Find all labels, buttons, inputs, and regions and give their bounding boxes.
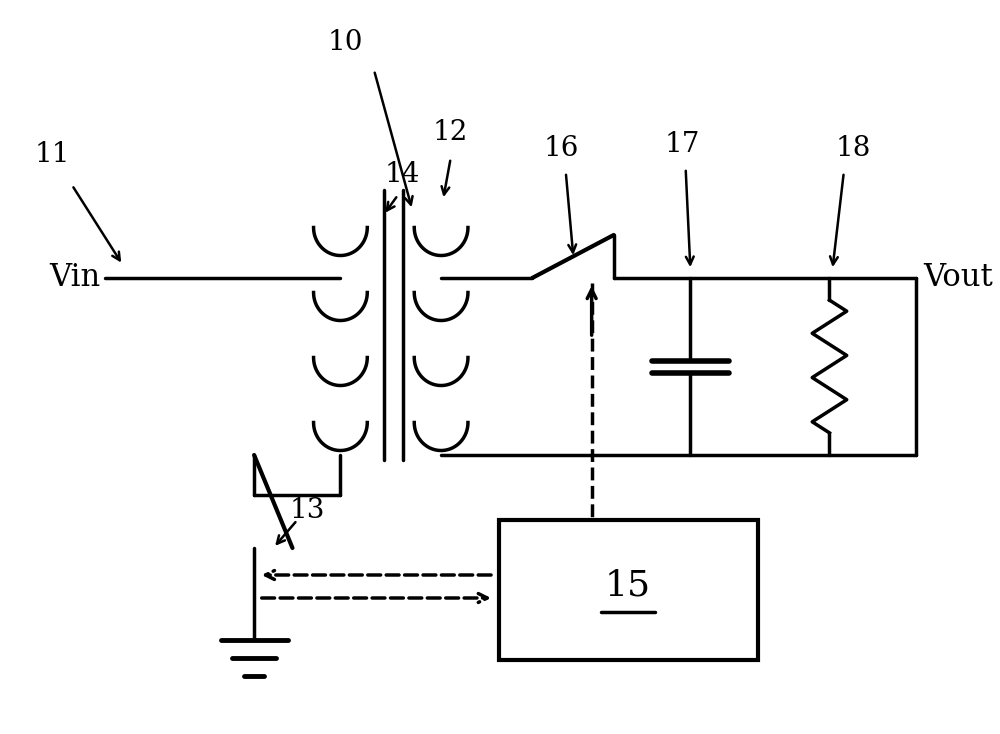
- Text: 11: 11: [35, 142, 70, 169]
- Text: 15: 15: [605, 568, 651, 602]
- Text: 12: 12: [433, 118, 468, 145]
- Text: Vin: Vin: [49, 263, 101, 294]
- Bar: [499, 520, 758, 660]
- Text: Vout: Vout: [923, 263, 993, 294]
- Text: 13: 13: [289, 496, 325, 523]
- Text: 10: 10: [327, 29, 363, 56]
- Text: 14: 14: [385, 161, 420, 189]
- Text: 18: 18: [836, 134, 871, 161]
- Text: 16: 16: [543, 134, 579, 161]
- Text: 17: 17: [665, 131, 701, 159]
